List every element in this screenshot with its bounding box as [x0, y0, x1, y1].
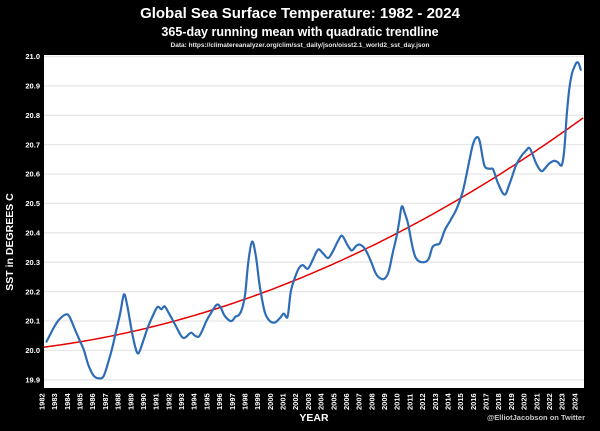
chart-subtitle: 365-day running mean with quadratic tren… [161, 25, 438, 39]
y-tick-labels: 19.9 20.0 20.1 20.2 20.3 20.4 20.5 20.6 20.7 20.8… [25, 52, 40, 384]
x-tick-label: 2009 [380, 393, 389, 410]
x-tick-label: 2004 [317, 392, 326, 410]
y-tick-label: 20.5 [25, 199, 40, 208]
x-tick-label: 2024 [570, 392, 579, 410]
x-tick-label: 1987 [101, 393, 110, 410]
x-tick-label: 2021 [532, 393, 541, 410]
x-tick-label: 2007 [355, 393, 364, 410]
x-tick-label: 2008 [367, 393, 376, 410]
x-tick-label: 1992 [164, 393, 173, 410]
data-source-caption: Data: https://climatereanalyzer.org/clim… [171, 42, 430, 49]
x-tick-label: 1996 [215, 393, 224, 410]
x-tick-label: 1999 [253, 393, 262, 410]
x-tick-label: 2014 [444, 392, 453, 410]
x-tick-labels: 1982 1983 1984 1985 1986 1987 1988 1989 1990 1991… [38, 392, 580, 410]
x-axis-title: YEAR [299, 412, 329, 424]
x-tick-label: 2005 [329, 393, 338, 410]
x-tick-label: 1997 [228, 393, 237, 410]
y-tick-label: 20.2 [25, 287, 40, 296]
x-tick-label: 2016 [469, 393, 478, 410]
x-tick-label: 2019 [507, 393, 516, 410]
y-tick-label: 21.0 [25, 52, 40, 61]
x-tick-label: 1995 [202, 393, 211, 410]
x-tick-label: 2001 [279, 393, 288, 410]
quadratic-trendline [43, 117, 584, 348]
y-tick-label: 20.4 [25, 229, 40, 238]
y-tick-label: 20.9 [25, 82, 40, 91]
x-tick-label: 1998 [241, 393, 250, 410]
x-tick-label: 2012 [418, 393, 427, 410]
y-tick-label: 20.3 [25, 258, 40, 267]
x-tick-label: 1988 [114, 393, 123, 410]
x-tick-label: 1993 [177, 393, 186, 410]
x-tick-label: 2013 [431, 393, 440, 410]
y-tick-label: 19.9 [25, 376, 40, 385]
x-tick-label: 2000 [266, 393, 275, 410]
x-tick-label: 1991 [152, 393, 161, 410]
x-tick-label: 2011 [405, 394, 414, 410]
watermark-credit: @ElliotJacobson on Twitter [487, 413, 585, 422]
x-tick-label: 2003 [304, 393, 313, 410]
x-tick-label: 2002 [291, 393, 300, 410]
x-tick-label: 1990 [139, 393, 148, 410]
x-tick-label: 1984 [63, 392, 72, 410]
plot-area [44, 55, 584, 388]
x-tick-label: 2022 [545, 393, 554, 410]
x-tick-label: 1985 [76, 393, 85, 410]
x-tick-label: 2018 [494, 393, 503, 410]
x-tick-label: 2006 [342, 393, 351, 410]
y-tick-label: 20.0 [25, 346, 40, 355]
chart-title: Global Sea Surface Temperature: 1982 - 2… [140, 5, 461, 22]
sst-series-line [45, 61, 582, 380]
y-tick-label: 20.8 [25, 111, 40, 120]
y-axis-title: SST in DEGREES C [4, 193, 16, 291]
x-tick-label: 2023 [558, 393, 567, 410]
x-tick-label: 2015 [456, 393, 465, 410]
y-tick-label: 20.7 [25, 140, 40, 149]
x-tick-label: 2017 [482, 393, 491, 410]
x-tick-label: 1986 [88, 393, 97, 410]
y-tick-label: 20.1 [25, 317, 40, 326]
x-tick-label: 1994 [190, 392, 199, 410]
x-tick-label: 1983 [50, 393, 59, 410]
x-tick-label: 1989 [126, 393, 135, 410]
x-tick-label: 2020 [520, 393, 529, 410]
y-gridlines [44, 55, 584, 381]
y-tick-label: 20.6 [25, 170, 40, 179]
x-tick-label: 1982 [38, 393, 47, 410]
x-tick-label: 2010 [393, 393, 402, 410]
